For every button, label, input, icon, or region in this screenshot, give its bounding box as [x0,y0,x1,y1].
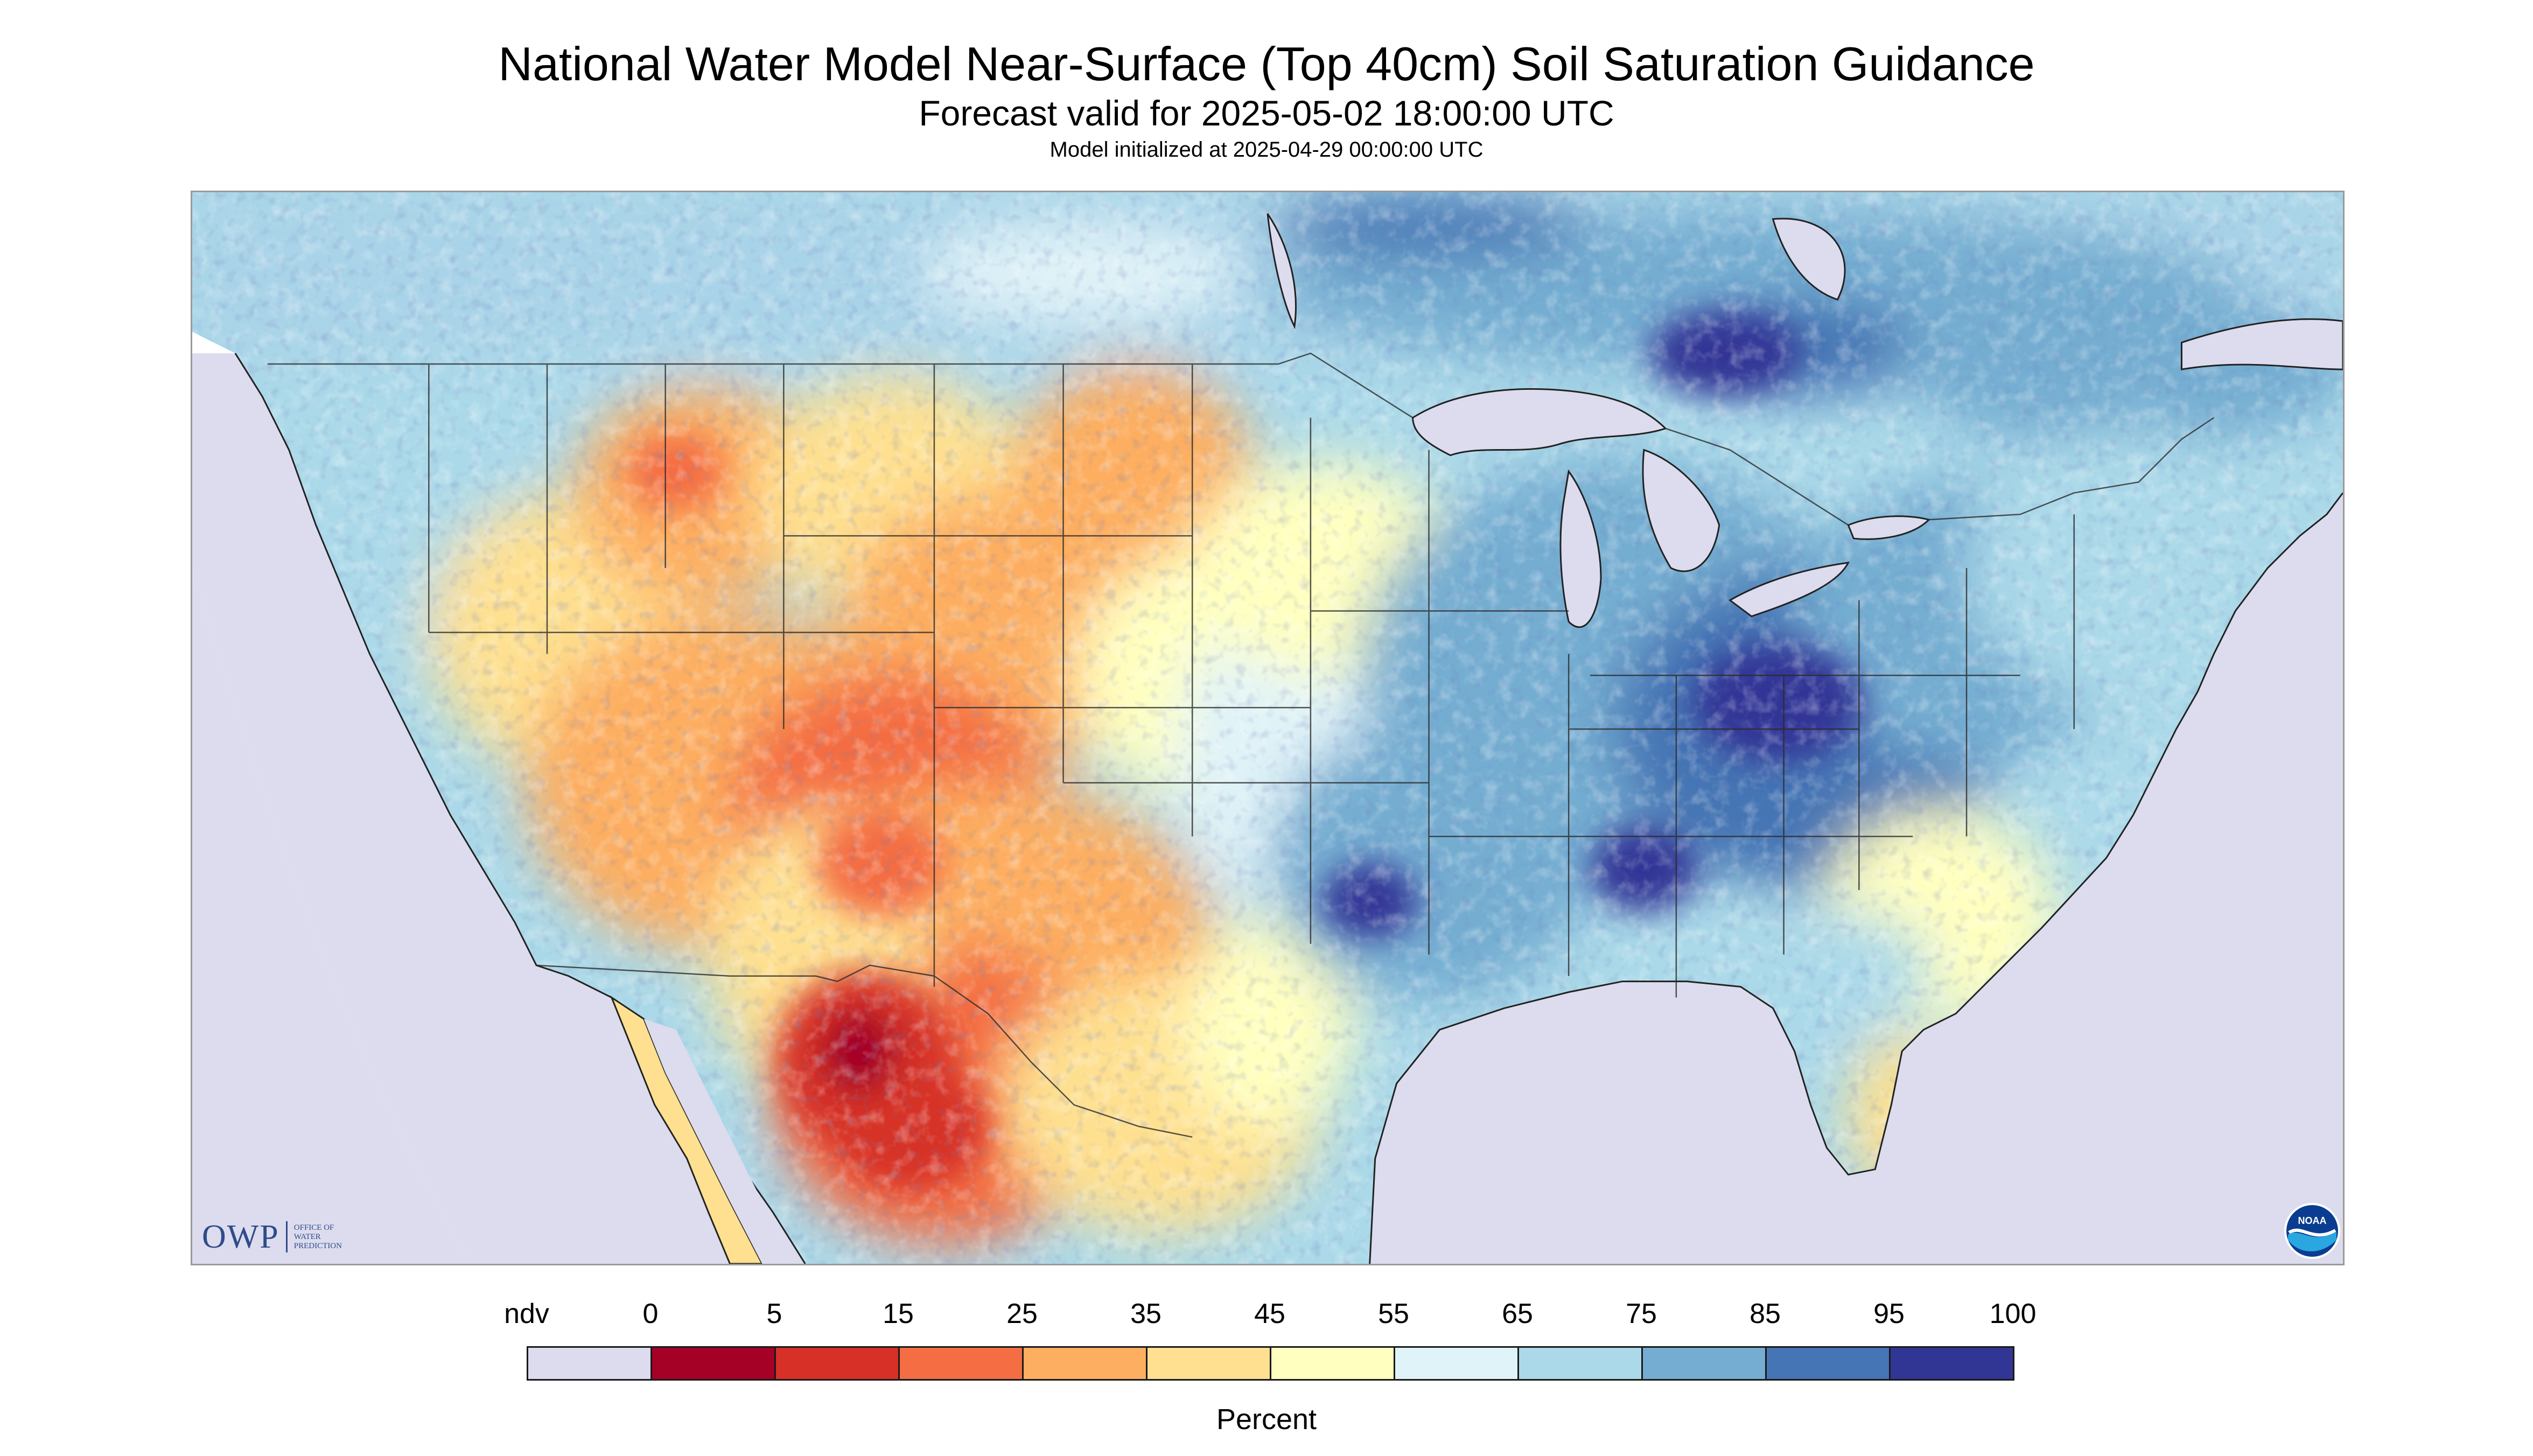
lake-michigan [1559,469,1602,628]
legend-tick-label: 15 [883,1298,914,1329]
legend-swatch-15-25 [898,1346,1024,1381]
noaa-logo: NOAA [2284,1203,2340,1259]
legend-tick-label: 100 [1989,1298,2037,1329]
legend-swatch-ndv [527,1346,652,1381]
legend-swatch-0-5 [650,1346,776,1381]
legend-swatch-75-85 [1641,1346,1767,1381]
chart-title: National Water Model Near-Surface (Top 4… [498,37,2035,90]
legend-swatch-25-35 [1022,1346,1147,1381]
legend-swatch-95-100 [1889,1346,2014,1381]
svg-text:NOAA: NOAA [2298,1215,2327,1226]
pacific-ndv-area [192,568,472,1264]
legend-swatch-85-95 [1765,1346,1891,1381]
st-lawrence-gulf [2180,318,2343,370]
forecast-valid-subtitle: Forecast valid for 2025-05-02 18:00:00 U… [919,93,1614,133]
lake-ontario [1847,515,1931,540]
owp-logo-text: OFFICE OF WATER PREDICTION [293,1223,342,1250]
map-canvas [192,192,2343,1264]
legend-swatch-55-65 [1394,1346,1519,1381]
legend-tick-label: 65 [1502,1298,1533,1329]
gulf-of-mexico [1369,493,2343,1264]
mexico-us-border [536,964,1193,1138]
legend-tick-label: 5 [766,1298,782,1329]
legend-tick-label: 95 [1873,1298,1905,1329]
legend-swatch-65-75 [1517,1346,1643,1381]
lake-erie [1728,562,1850,618]
canada-us-border [267,352,2215,526]
legend-tick-label: 55 [1378,1298,1409,1329]
legend-tick-label: 25 [1006,1298,1038,1329]
legend-tick-label: 75 [1626,1298,1657,1329]
lake-superior [1412,388,1667,457]
legend-tick-label: 85 [1750,1298,1781,1329]
model-init-line: Model initialized at 2025-04-29 00:00:00… [1049,138,1484,162]
legend-unit-label: Percent [1216,1403,1317,1436]
owp-logo-letters: OWP [202,1218,279,1255]
gulf-of-california [643,1019,789,1264]
legend-tick-label: ndv [504,1298,549,1329]
legend-tick-label: 0 [642,1298,659,1329]
baja-peninsula [610,995,764,1264]
legend-swatch-45-55 [1270,1346,1395,1381]
boundaries [267,352,2215,1138]
owp-logo: OWP OFFICE OF WATER PREDICTION [202,1215,342,1258]
hudson-bay-inlet [1772,218,1846,301]
legend-tick-label: 35 [1130,1298,1161,1329]
lake-huron [1642,449,1720,572]
legend-tick-label: 45 [1254,1298,1285,1329]
lake-winnipeg [1266,213,1297,330]
great-lakes [1266,213,2343,628]
soil-saturation-map: OWP OFFICE OF WATER PREDICTION NOAA [191,191,2345,1265]
legend-swatch-5-15 [774,1346,900,1381]
owp-logo-divider [285,1221,288,1252]
legend-swatch-35-45 [1146,1346,1271,1381]
